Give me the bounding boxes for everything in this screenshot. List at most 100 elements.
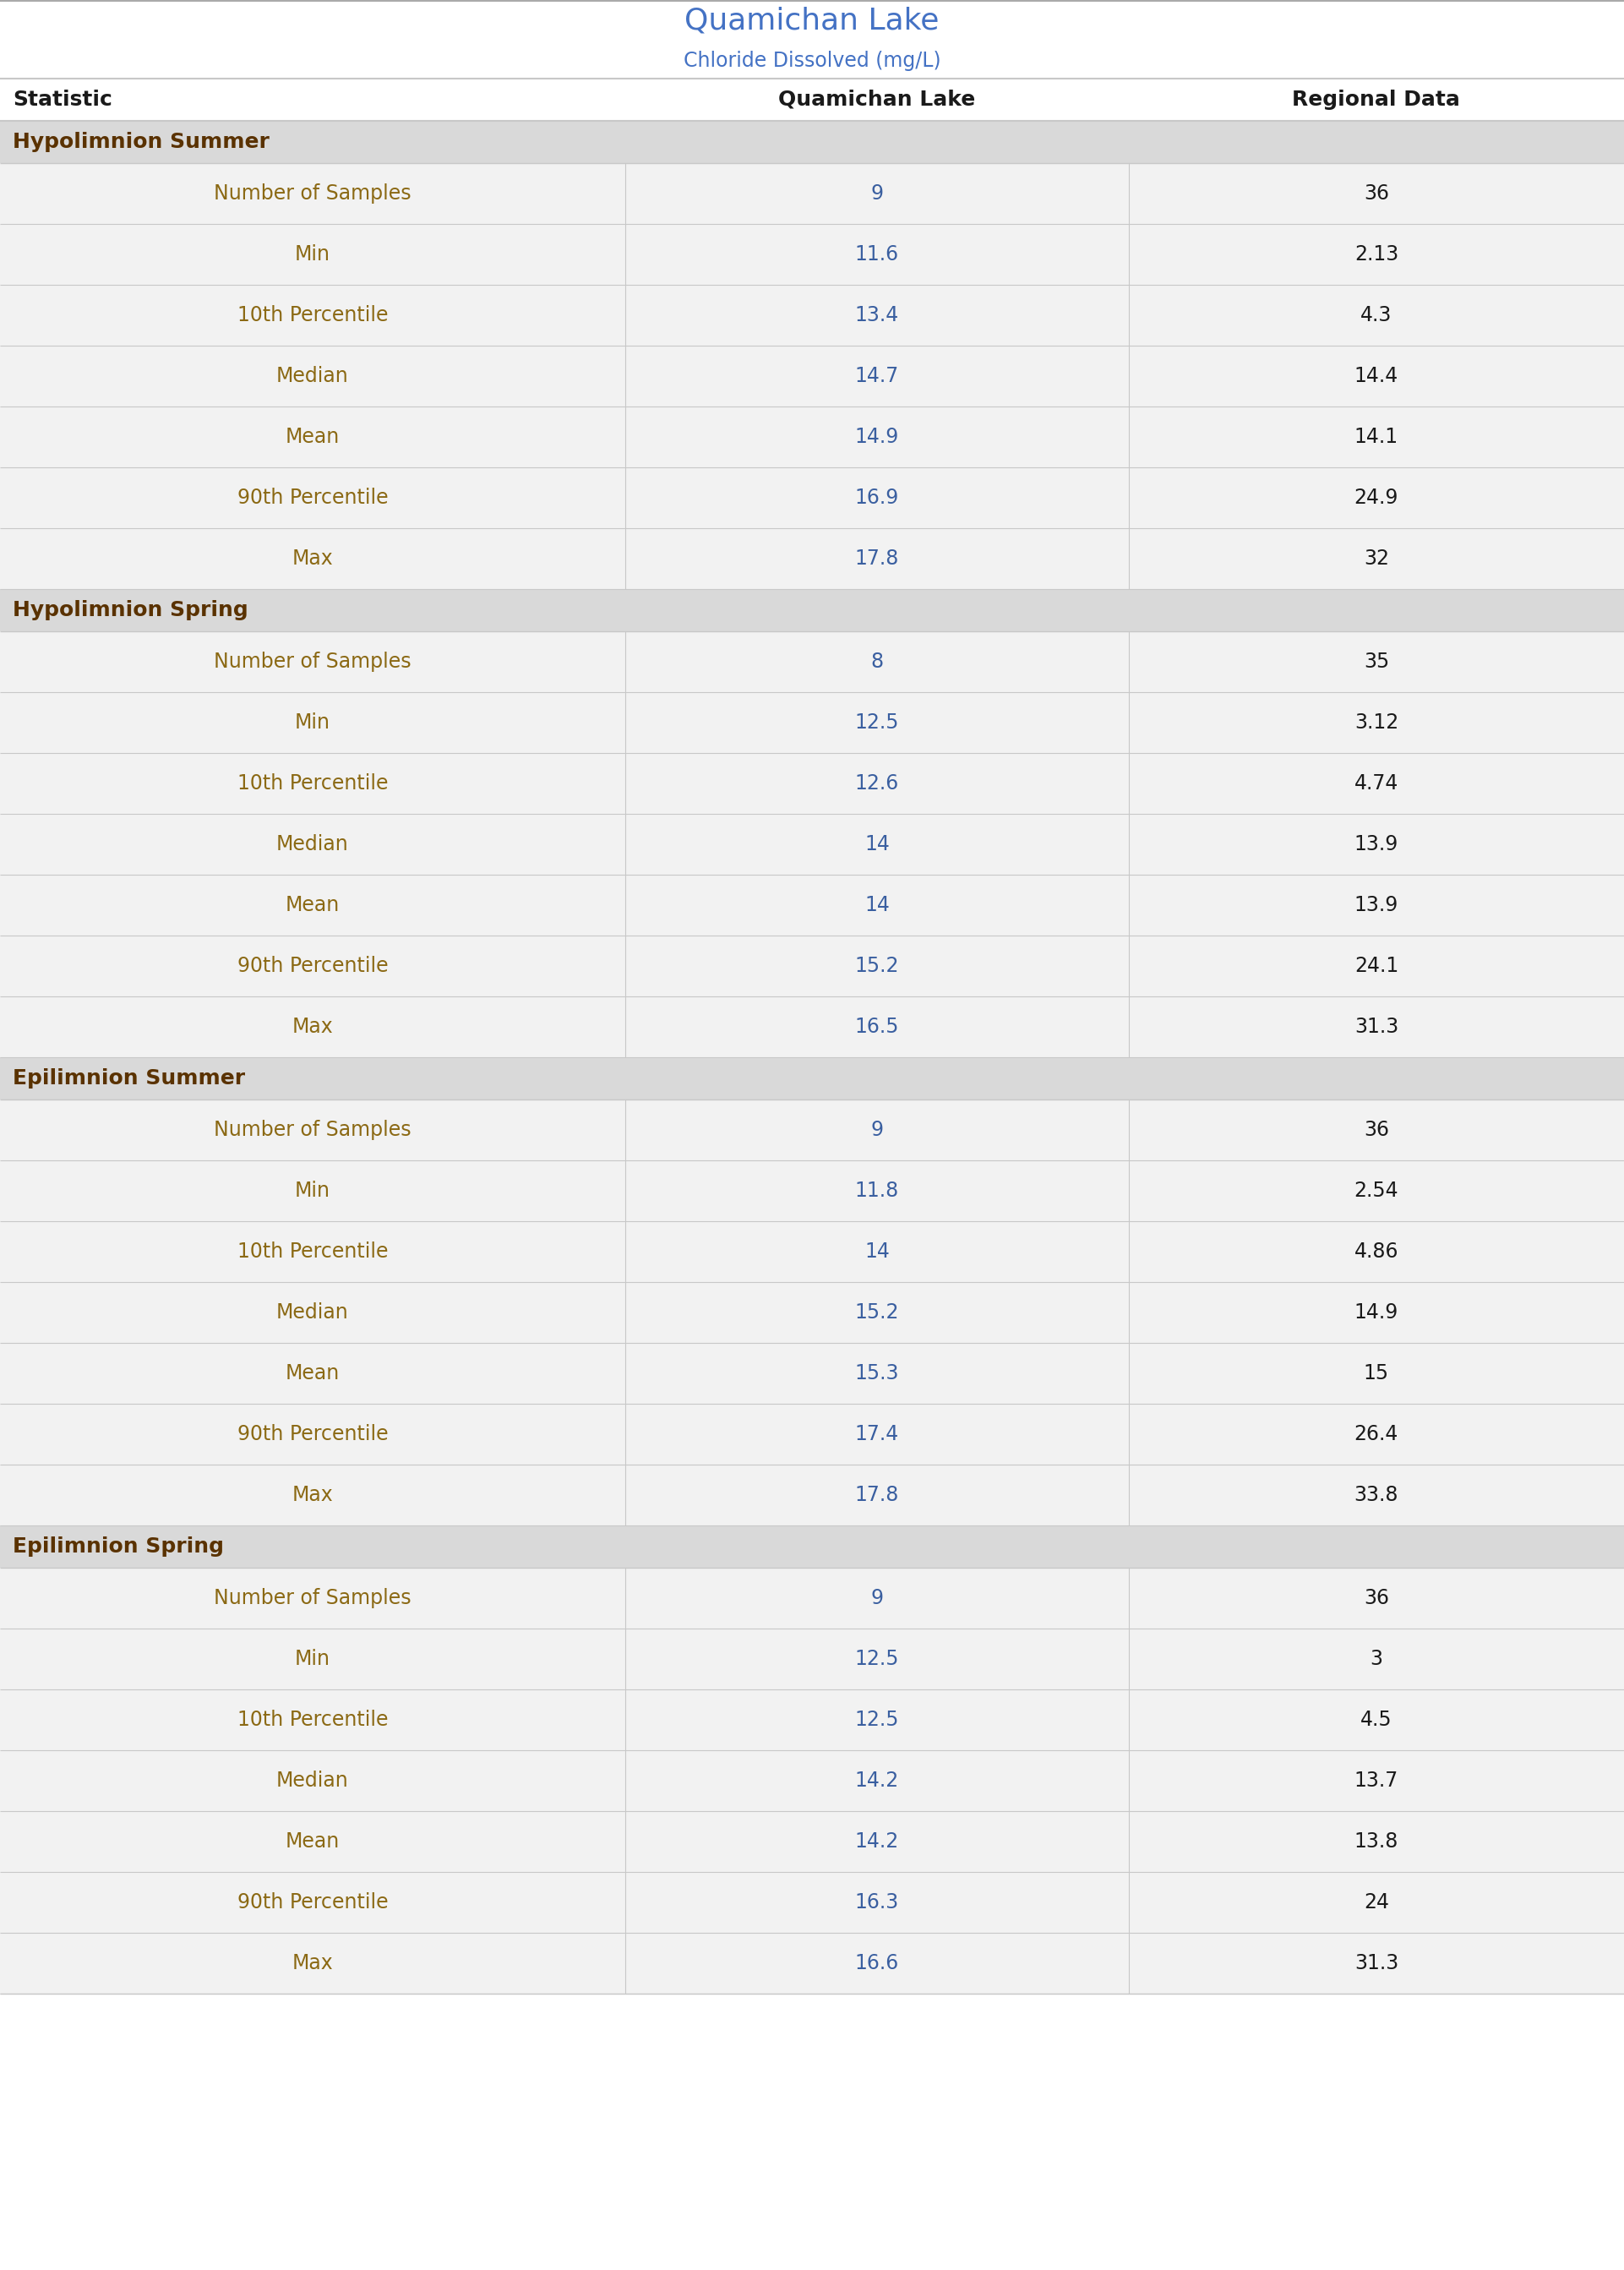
Bar bbox=[0, 1932, 1624, 1993]
Text: Quamichan Lake: Quamichan Lake bbox=[778, 89, 976, 109]
Bar bbox=[0, 345, 1624, 406]
Bar bbox=[0, 163, 1624, 225]
Bar bbox=[0, 1628, 1624, 1689]
Bar bbox=[0, 1689, 1624, 1750]
Bar bbox=[0, 874, 1624, 935]
Text: 14: 14 bbox=[864, 1242, 890, 1262]
Text: 90th Percentile: 90th Percentile bbox=[237, 1893, 388, 1914]
Bar bbox=[0, 79, 1624, 120]
Text: Quamichan Lake: Quamichan Lake bbox=[685, 7, 939, 36]
Text: Median: Median bbox=[276, 1303, 349, 1323]
Text: 9: 9 bbox=[870, 1589, 883, 1607]
Text: Min: Min bbox=[296, 713, 330, 733]
Text: Statistic: Statistic bbox=[13, 89, 112, 109]
Text: 10th Percentile: 10th Percentile bbox=[237, 304, 388, 325]
Text: 16.9: 16.9 bbox=[854, 488, 900, 508]
Bar bbox=[0, 1811, 1624, 1873]
Text: 14: 14 bbox=[864, 894, 890, 915]
Text: 3.12: 3.12 bbox=[1354, 713, 1398, 733]
Text: Max: Max bbox=[292, 549, 333, 570]
Text: 4.86: 4.86 bbox=[1354, 1242, 1398, 1262]
Text: 12.5: 12.5 bbox=[854, 1648, 900, 1668]
Text: 13.8: 13.8 bbox=[1354, 1832, 1398, 1852]
Bar bbox=[0, 1750, 1624, 1811]
Bar bbox=[0, 468, 1624, 529]
Text: 10th Percentile: 10th Percentile bbox=[237, 1242, 388, 1262]
Text: 14.9: 14.9 bbox=[854, 427, 900, 447]
Text: Min: Min bbox=[296, 1180, 330, 1201]
Text: 17.8: 17.8 bbox=[854, 1485, 900, 1505]
Text: Min: Min bbox=[296, 245, 330, 266]
Text: 36: 36 bbox=[1364, 1119, 1389, 1140]
Text: 90th Percentile: 90th Percentile bbox=[237, 488, 388, 508]
Text: Epilimnion Spring: Epilimnion Spring bbox=[13, 1537, 224, 1557]
Text: Median: Median bbox=[276, 1771, 349, 1791]
Text: 24.1: 24.1 bbox=[1354, 956, 1398, 976]
Text: 15.3: 15.3 bbox=[854, 1364, 900, 1382]
Text: 10th Percentile: 10th Percentile bbox=[237, 774, 388, 794]
Text: 31.3: 31.3 bbox=[1354, 1017, 1398, 1037]
Text: 4.3: 4.3 bbox=[1361, 304, 1392, 325]
Text: 13.9: 13.9 bbox=[1354, 833, 1398, 854]
Bar bbox=[0, 997, 1624, 1058]
Text: 36: 36 bbox=[1364, 184, 1389, 204]
Text: 9: 9 bbox=[870, 184, 883, 204]
Text: 13.9: 13.9 bbox=[1354, 894, 1398, 915]
Bar bbox=[0, 692, 1624, 754]
Text: Number of Samples: Number of Samples bbox=[214, 1119, 411, 1140]
Text: 4.74: 4.74 bbox=[1354, 774, 1398, 794]
Text: 13.7: 13.7 bbox=[1354, 1771, 1398, 1791]
Text: 14.2: 14.2 bbox=[854, 1832, 900, 1852]
Text: 15: 15 bbox=[1364, 1364, 1389, 1382]
Bar bbox=[0, 225, 1624, 284]
Text: 8: 8 bbox=[870, 651, 883, 672]
Text: Median: Median bbox=[276, 365, 349, 386]
Text: Mean: Mean bbox=[286, 894, 339, 915]
Bar bbox=[0, 1525, 1624, 1569]
Text: Number of Samples: Number of Samples bbox=[214, 184, 411, 204]
Text: 24: 24 bbox=[1364, 1893, 1389, 1914]
Bar bbox=[0, 1464, 1624, 1525]
Text: 32: 32 bbox=[1364, 549, 1389, 570]
Text: Max: Max bbox=[292, 1952, 333, 1973]
Bar bbox=[0, 1403, 1624, 1464]
Bar bbox=[0, 1344, 1624, 1403]
Text: 12.5: 12.5 bbox=[854, 713, 900, 733]
Text: 3: 3 bbox=[1371, 1648, 1382, 1668]
Bar bbox=[0, 529, 1624, 588]
Text: 14.9: 14.9 bbox=[1354, 1303, 1398, 1323]
Text: 16.6: 16.6 bbox=[854, 1952, 900, 1973]
Text: 14.4: 14.4 bbox=[1354, 365, 1398, 386]
Bar bbox=[0, 120, 1624, 163]
Bar bbox=[0, 1283, 1624, 1344]
Text: Min: Min bbox=[296, 1648, 330, 1668]
Text: 14.1: 14.1 bbox=[1354, 427, 1398, 447]
Text: Regional Data: Regional Data bbox=[1293, 89, 1460, 109]
Text: Median: Median bbox=[276, 833, 349, 854]
Text: 13.4: 13.4 bbox=[854, 304, 900, 325]
Bar bbox=[0, 1160, 1624, 1221]
Text: 15.2: 15.2 bbox=[854, 1303, 900, 1323]
Text: 2.13: 2.13 bbox=[1354, 245, 1398, 266]
Bar bbox=[0, 754, 1624, 815]
Bar bbox=[0, 0, 1624, 45]
Text: 26.4: 26.4 bbox=[1354, 1423, 1398, 1444]
Text: Max: Max bbox=[292, 1017, 333, 1037]
Text: 4.5: 4.5 bbox=[1361, 1709, 1392, 1730]
Bar bbox=[0, 1058, 1624, 1099]
Text: 9: 9 bbox=[870, 1119, 883, 1140]
Bar bbox=[0, 1099, 1624, 1160]
Text: 10th Percentile: 10th Percentile bbox=[237, 1709, 388, 1730]
Text: 11.8: 11.8 bbox=[854, 1180, 900, 1201]
Text: 17.4: 17.4 bbox=[854, 1423, 900, 1444]
Text: Number of Samples: Number of Samples bbox=[214, 1589, 411, 1607]
Text: Number of Samples: Number of Samples bbox=[214, 651, 411, 672]
Bar bbox=[0, 1569, 1624, 1628]
Text: 17.8: 17.8 bbox=[854, 549, 900, 570]
Text: 14: 14 bbox=[864, 833, 890, 854]
Text: 16.5: 16.5 bbox=[854, 1017, 900, 1037]
Text: 2.54: 2.54 bbox=[1354, 1180, 1398, 1201]
Text: 24.9: 24.9 bbox=[1354, 488, 1398, 508]
Text: 35: 35 bbox=[1364, 651, 1389, 672]
Text: 14.2: 14.2 bbox=[854, 1771, 900, 1791]
